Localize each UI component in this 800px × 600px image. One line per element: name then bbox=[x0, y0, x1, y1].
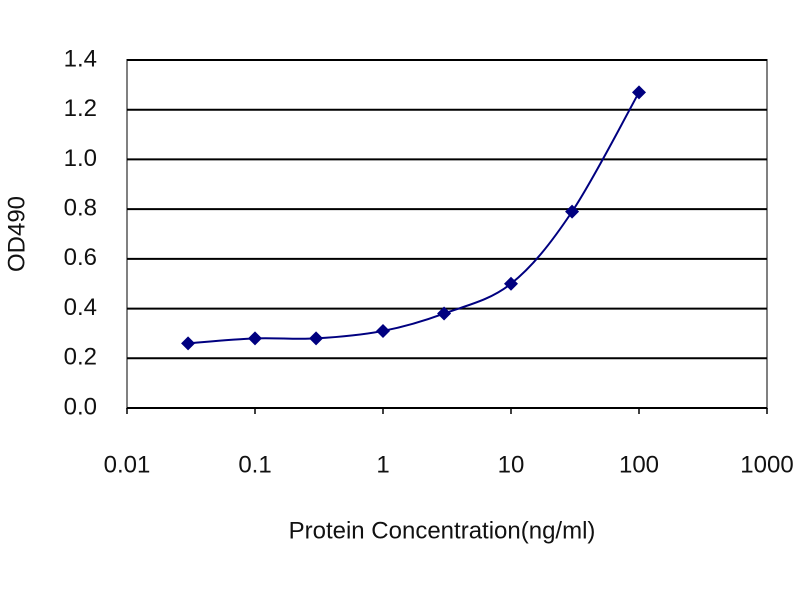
y-tick-label: 0.6 bbox=[64, 244, 97, 271]
data-marker bbox=[248, 331, 262, 346]
x-tick-label: 0.01 bbox=[104, 451, 151, 478]
y-tick-label: 0.2 bbox=[64, 344, 97, 371]
data-marker bbox=[437, 306, 452, 321]
x-tick-label: 0.1 bbox=[238, 451, 271, 478]
y-tick-label: 1.0 bbox=[64, 145, 97, 172]
x-tick-label: 1 bbox=[376, 451, 389, 478]
x-axis-label: Protein Concentration(ng/ml) bbox=[289, 517, 596, 544]
x-tick-label: 1000 bbox=[740, 451, 793, 478]
data-marker bbox=[376, 323, 390, 338]
plot-area bbox=[126, 59, 768, 409]
data-marker bbox=[504, 276, 518, 291]
y-tick-label: 0.8 bbox=[64, 194, 97, 221]
y-tick-label: 1.2 bbox=[64, 95, 97, 122]
y-axis-label: OD490 bbox=[3, 196, 30, 272]
data-marker bbox=[309, 331, 324, 346]
data-marker bbox=[565, 204, 580, 219]
data-marker bbox=[632, 85, 646, 100]
y-tick-label: 1.4 bbox=[64, 45, 97, 72]
y-tick-label: 0.4 bbox=[64, 294, 97, 321]
x-tick-label: 100 bbox=[619, 451, 659, 478]
y-tick-label: 0.0 bbox=[64, 393, 97, 420]
x-tick-label: 10 bbox=[498, 451, 525, 478]
data-marker bbox=[181, 336, 196, 351]
